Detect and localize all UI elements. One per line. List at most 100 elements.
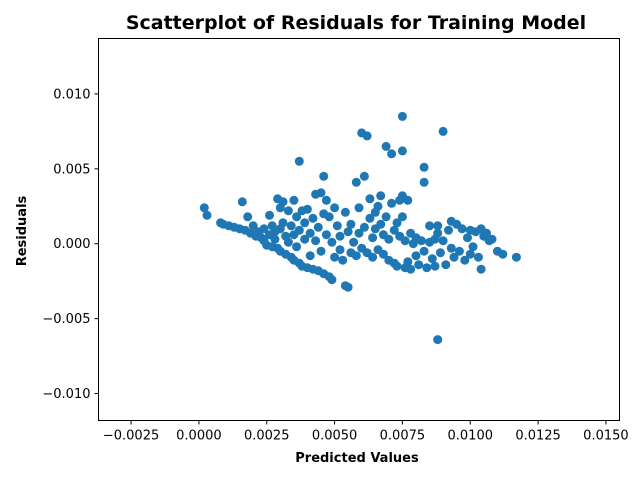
data-point xyxy=(302,204,312,214)
data-point xyxy=(294,225,304,235)
data-point xyxy=(365,194,375,204)
data-point xyxy=(338,255,348,265)
data-point xyxy=(416,236,426,246)
data-point xyxy=(511,252,521,262)
data-point xyxy=(294,156,304,166)
data-point xyxy=(460,255,470,265)
data-point xyxy=(330,203,340,213)
data-point xyxy=(283,237,293,247)
data-point xyxy=(392,218,402,228)
x-tick-label: 0.0000 xyxy=(176,429,222,444)
data-point xyxy=(446,243,456,253)
data-point xyxy=(343,227,353,237)
x-tick-label: 0.0075 xyxy=(380,429,426,444)
data-point xyxy=(463,233,472,243)
data-point xyxy=(373,201,383,211)
data-point xyxy=(292,242,302,252)
data-point xyxy=(468,242,478,252)
x-tick-label: 0.0050 xyxy=(312,429,358,444)
data-point xyxy=(368,252,378,262)
data-point xyxy=(376,219,386,229)
data-point xyxy=(359,171,369,181)
data-point xyxy=(438,126,448,136)
data-point xyxy=(381,141,391,151)
data-point xyxy=(419,177,429,187)
x-tick-label: 0.0100 xyxy=(448,429,494,444)
data-point xyxy=(389,225,399,235)
data-point xyxy=(433,221,443,231)
y-tick-label: 0.010 xyxy=(53,87,90,102)
x-axis-label: Predicted Values xyxy=(295,451,419,466)
data-point xyxy=(368,233,378,243)
data-point xyxy=(387,149,397,159)
data-point xyxy=(387,198,397,208)
data-point xyxy=(465,249,475,259)
data-point xyxy=(487,234,497,244)
data-point xyxy=(354,203,364,213)
data-point xyxy=(359,222,369,232)
x-tick-label: 0.0150 xyxy=(583,429,629,444)
plot-frame xyxy=(98,38,620,421)
data-point xyxy=(286,221,296,231)
data-point xyxy=(473,252,483,262)
y-tick-label: 0.005 xyxy=(53,162,90,177)
data-point xyxy=(343,282,353,292)
data-point xyxy=(346,219,356,229)
data-point xyxy=(308,213,318,223)
y-tick-label: −0.005 xyxy=(42,312,90,327)
data-point xyxy=(289,195,299,205)
x-tick-label: 0.0125 xyxy=(515,429,561,444)
data-point xyxy=(482,228,491,238)
data-point xyxy=(384,234,394,244)
data-point xyxy=(340,207,350,217)
data-point xyxy=(427,254,437,264)
data-point xyxy=(332,221,342,231)
chart-title: Scatterplot of Residuals for Training Mo… xyxy=(126,12,586,34)
data-point xyxy=(419,162,429,172)
data-point xyxy=(316,246,326,256)
data-point xyxy=(419,246,429,256)
data-point xyxy=(283,206,293,216)
data-point xyxy=(457,224,467,234)
data-point xyxy=(278,197,288,207)
data-point xyxy=(444,225,453,235)
data-point xyxy=(278,218,288,228)
data-point xyxy=(476,264,486,274)
data-point xyxy=(454,246,464,256)
data-point xyxy=(351,251,361,261)
data-point xyxy=(422,263,432,273)
data-point xyxy=(381,212,391,222)
data-point xyxy=(300,234,310,244)
data-point xyxy=(321,230,331,240)
data-point xyxy=(300,218,310,228)
data-point xyxy=(311,236,321,246)
data-point xyxy=(327,237,337,247)
data-point xyxy=(411,251,421,261)
data-point xyxy=(403,257,413,267)
data-point xyxy=(397,111,407,121)
data-point xyxy=(414,260,424,270)
data-point xyxy=(313,222,323,232)
data-point xyxy=(335,245,345,255)
data-point xyxy=(305,251,315,261)
data-point xyxy=(400,236,410,246)
data-point xyxy=(259,224,269,234)
data-point xyxy=(248,221,258,231)
data-point xyxy=(270,234,280,244)
data-point xyxy=(292,212,302,222)
data-point xyxy=(316,188,326,198)
data-point xyxy=(243,212,253,222)
data-point xyxy=(435,248,445,258)
data-point xyxy=(449,252,459,262)
x-axis: −0.0025 0.0000 0.0025 0.0050 0.0075 0.0100 0.0… xyxy=(103,420,629,444)
data-point xyxy=(324,212,334,222)
y-axis: −0.010 −0.005 0.000 0.005 0.010 xyxy=(42,87,99,402)
data-point xyxy=(441,260,451,270)
data-point xyxy=(327,275,337,285)
data-point xyxy=(365,213,375,223)
data-point xyxy=(433,228,443,238)
data-point xyxy=(237,197,247,207)
data-point xyxy=(433,335,443,345)
data-point xyxy=(354,228,364,238)
